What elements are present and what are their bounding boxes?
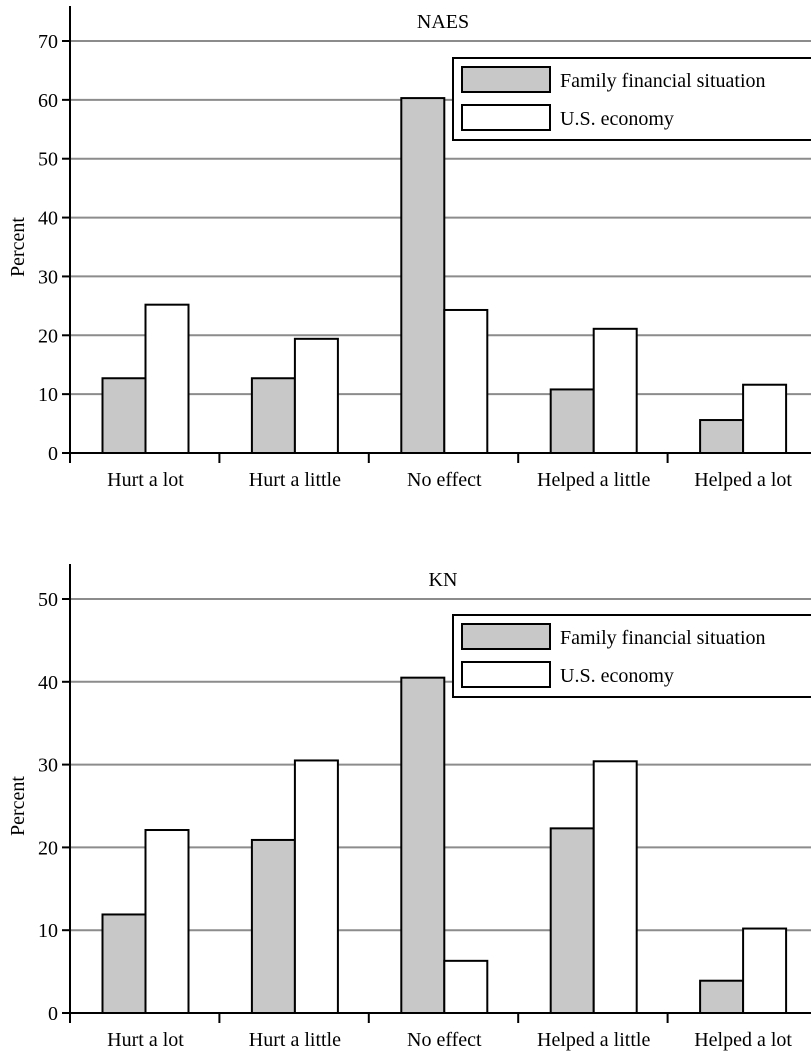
legend-label: Family financial situation (560, 627, 766, 649)
y-tick-label: 10 (38, 384, 58, 406)
bar-family-2 (400, 97, 446, 454)
legend-label: Family financial situation (560, 70, 766, 92)
y-tick-label: 60 (38, 90, 58, 112)
x-tick-label: Hurt a little (249, 469, 341, 491)
x-tick-label: No effect (407, 1029, 482, 1051)
y-tick-label: 10 (38, 920, 58, 942)
bar-economy-0 (144, 303, 190, 454)
chart-title: NAES (417, 11, 469, 33)
bar-family-3 (549, 827, 595, 1014)
y-tick-label: 20 (38, 325, 58, 347)
bar-family-2 (400, 676, 446, 1014)
legend-swatch (461, 66, 551, 93)
bar-economy-3 (592, 327, 638, 454)
x-tick-label: Helped a little (537, 469, 650, 491)
bar-family-0 (101, 913, 147, 1014)
bar-economy-1 (293, 759, 339, 1014)
x-tick-label: Helped a lot (694, 1029, 792, 1051)
chart-naes: 0 10 20 30 40 50 60 70 Hurt a lot Hurt a little No… (7, 6, 811, 491)
legend-label: U.S. economy (560, 665, 674, 687)
legend-swatch (461, 623, 551, 650)
y-axis-label: Percent (7, 217, 29, 277)
bar-family-4 (699, 419, 745, 455)
bar-family-0 (101, 377, 147, 455)
y-tick-label: 50 (38, 149, 58, 171)
legend-swatch (461, 661, 551, 688)
bar-economy-4 (742, 927, 788, 1015)
bar-family-4 (699, 979, 745, 1015)
y-tick-label: 20 (38, 837, 58, 859)
legend-swatch (461, 104, 551, 131)
bar-economy-2 (443, 308, 489, 454)
y-tick-label: 40 (38, 672, 58, 694)
x-tick-label: No effect (407, 469, 482, 491)
y-tick-label: 30 (38, 266, 58, 288)
x-tick-label: Helped a little (537, 1029, 650, 1051)
y-tick-label: 40 (38, 208, 58, 230)
x-tick-label: Hurt a lot (107, 1029, 184, 1051)
chart-kn: 0 10 20 30 40 50 Hurt a lot Hurt a little No eff… (7, 564, 811, 1051)
bar-family-1 (250, 838, 296, 1014)
chart-title: KN (429, 569, 458, 591)
y-tick-label: 0 (48, 1003, 58, 1025)
bar-family-1 (250, 377, 296, 455)
bar-economy-2 (443, 959, 489, 1014)
x-tick-label: Hurt a little (249, 1029, 341, 1051)
bar-economy-0 (144, 829, 190, 1014)
legend-label: U.S. economy (560, 108, 674, 130)
y-tick-label: 30 (38, 755, 58, 777)
y-tick-label: 0 (48, 443, 58, 465)
x-tick-label: Hurt a lot (107, 469, 184, 491)
bar-economy-3 (592, 760, 638, 1014)
bar-economy-1 (293, 337, 339, 454)
y-tick-label: 70 (38, 31, 58, 53)
y-tick-label: 50 (38, 589, 58, 611)
y-axis-label: Percent (7, 776, 29, 836)
x-tick-label: Helped a lot (694, 469, 792, 491)
bar-economy-4 (742, 383, 788, 454)
bar-family-3 (549, 388, 595, 455)
